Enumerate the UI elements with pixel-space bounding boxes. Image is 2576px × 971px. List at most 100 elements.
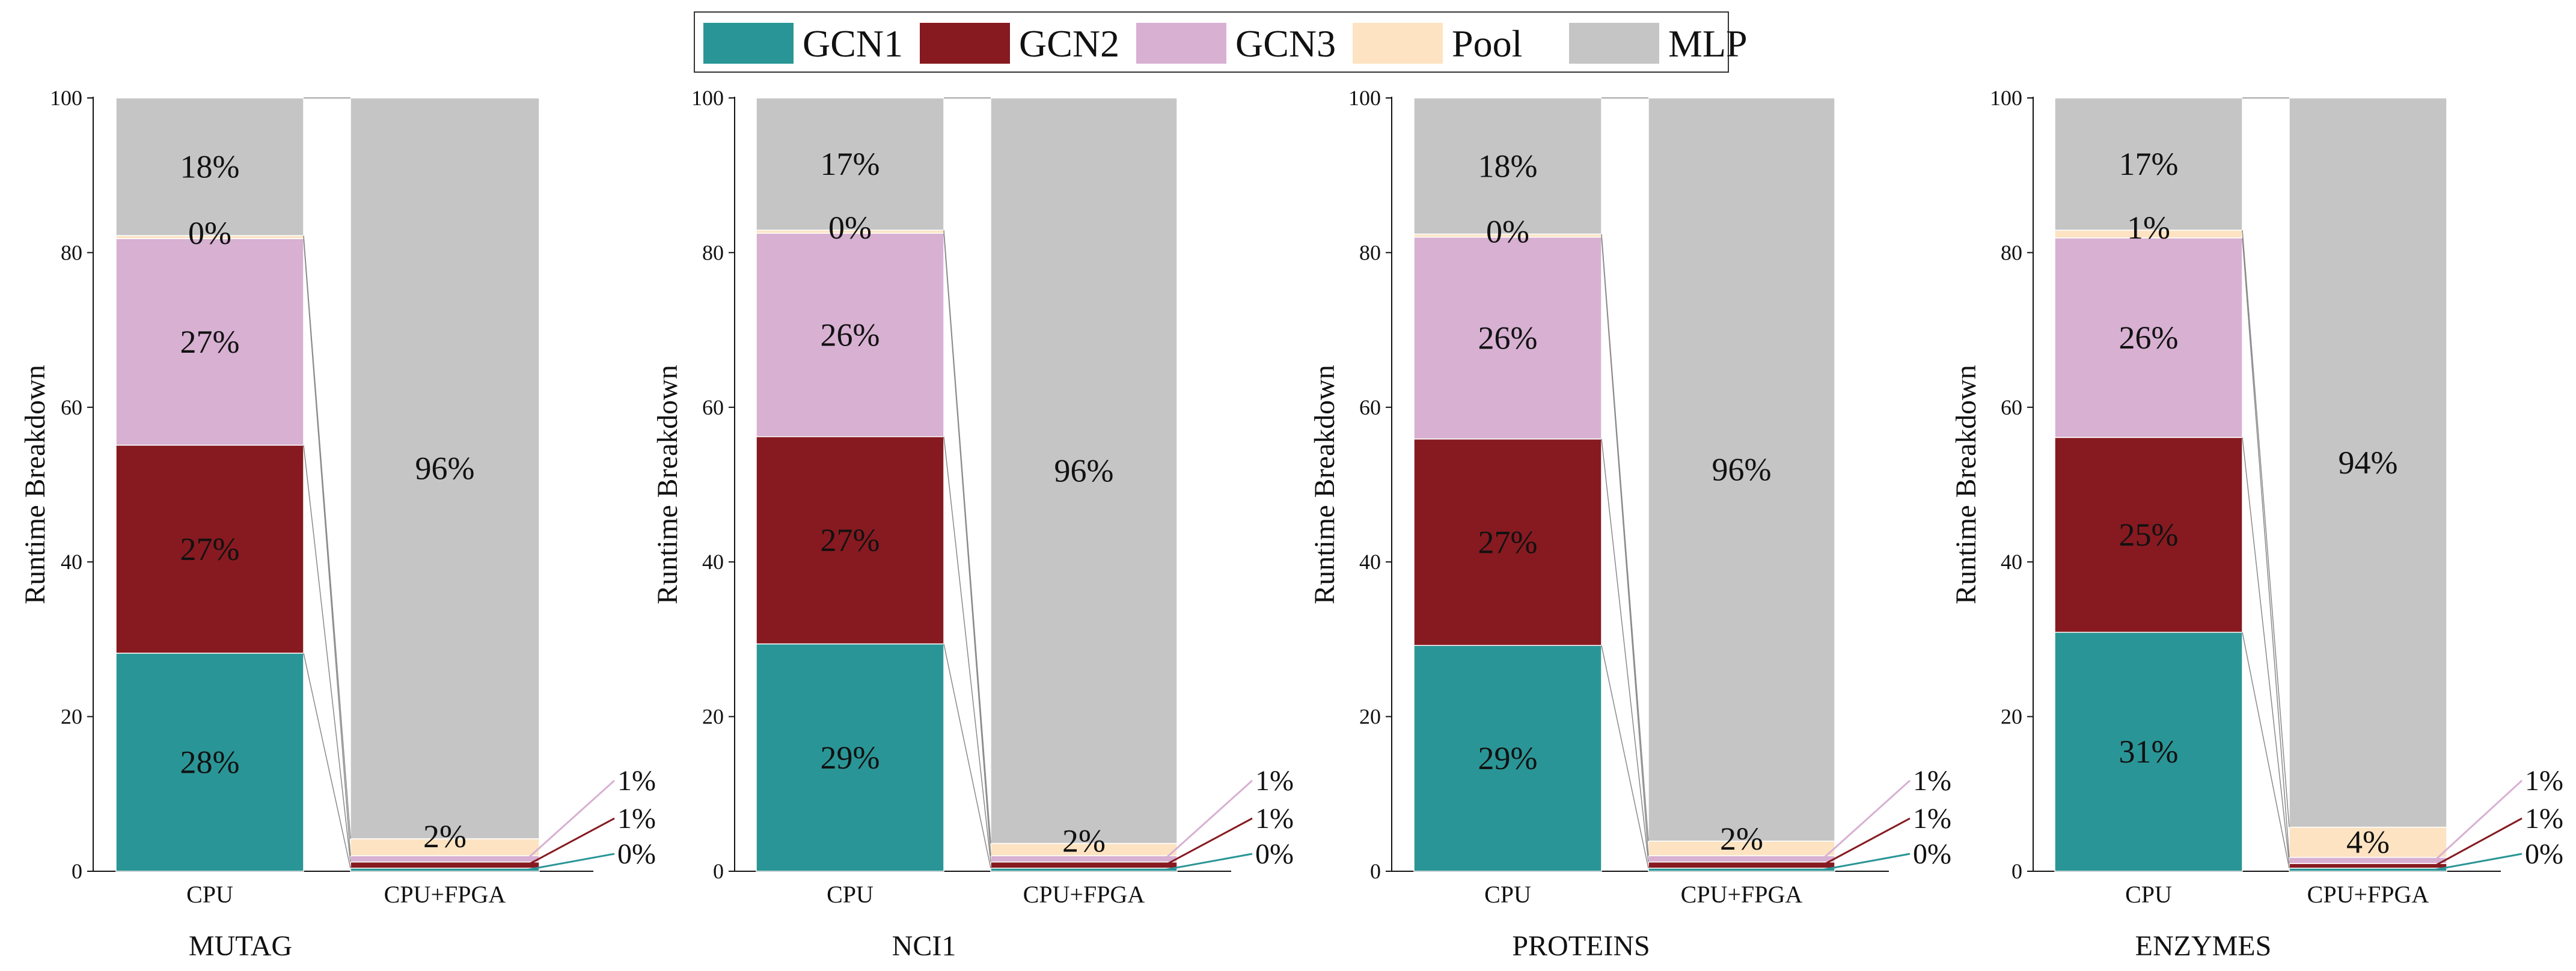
x-category-label-cpu-fpga: CPU+FPGA [1023,881,1145,908]
bar-segment-gcn2-cpu-fpga [990,861,1178,869]
y-tick-label: 40 [2001,550,2022,574]
connector-line-pool [1601,234,1649,841]
y-tick-label: 0 [2012,859,2022,883]
bar-segment-gcn3-cpu [2054,237,2243,438]
callout-line-gcn1 [527,853,615,871]
segment-label-mlp-cpu: 17% [821,146,880,182]
legend-label-mlp: MLP [1668,22,1748,65]
callout-label-gcn2: 1% [617,803,656,835]
segment-label-gcn2-cpu: 25% [2119,517,2179,553]
bar-segment-gcn3-cpu-fpga [350,855,540,863]
connector-line-pool [303,236,351,839]
segment-label-pool-cpu-fpga: 4% [2346,824,2390,860]
segment-label-mlp-cpu: 17% [2119,146,2179,182]
segment-label-gcn2-cpu: 27% [1478,524,1538,560]
segment-label-gcn1-cpu: 29% [1478,740,1538,776]
bar-segment-gcn1-cpu [756,643,944,872]
callout-line-gcn1 [1164,853,1253,871]
x-category-label-cpu-fpga: CPU+FPGA [384,881,506,908]
segment-label-pool-cpu-fpga: 2% [1720,821,1763,857]
callout-label-gcn3: 1% [2525,765,2563,797]
segment-label-gcn3-cpu: 26% [1478,320,1538,356]
callout-line-gcn3 [526,779,616,860]
legend-swatch-mlp [1569,23,1659,64]
x-category-label-cpu: CPU [1484,881,1531,908]
legend-swatch-gcn2 [920,23,1010,64]
y-tick-label: 40 [1359,550,1381,574]
segment-label-gcn3-cpu: 27% [180,324,240,360]
bar-segment-gcn1-cpu-fpga [2289,868,2447,872]
callout-label-gcn3: 1% [1255,765,1294,797]
segment-label-gcn2-cpu: 27% [821,522,880,558]
callout-label-gcn3: 1% [617,765,656,797]
legend-item-mlp: MLP [1569,22,1748,65]
segment-label-pool-cpu: 1% [2127,210,2170,246]
segment-label-gcn1-cpu: 31% [2119,734,2179,770]
legend-label-gcn1: GCN1 [803,22,903,65]
segment-label-pool-cpu: 0% [188,215,231,251]
segment-label-gcn3-cpu: 26% [2119,320,2179,356]
chart-panel-nci1: 0 20 40 60 80 100 Runtime Breakdown CPU CPU+FPGA… [652,86,1294,962]
legend-item-gcn2: GCN2 [920,22,1119,65]
x-category-label-cpu: CPU [186,881,233,908]
y-tick-label: 40 [61,550,82,574]
connector-line-pool [943,230,991,844]
bar-segment-mlp-cpu [2054,97,2243,231]
y-tick-label: 60 [702,395,724,419]
callout-line-gcn3 [1822,779,1911,860]
x-category-label-cpu: CPU [2125,881,2172,908]
segment-label-gcn2-cpu: 27% [180,531,240,567]
bar-segment-gcn3-cpu [1413,236,1602,440]
y-tick-label: 20 [1359,705,1381,729]
bar-segment-gcn2-cpu [2054,437,2243,633]
segment-label-mlp-cpu-fpga: 96% [1054,452,1114,489]
connector-line-gcn2 [1601,439,1649,862]
y-tick-label: 20 [2001,705,2022,729]
connector-line-gcn1 [303,653,351,869]
y-tick-label: 80 [61,240,82,264]
charts: 0 20 40 60 80 100 Runtime Breakdown CPU CPU+FPGA… [19,86,2563,962]
y-axis-label: Runtime Breakdown [1950,365,1982,604]
bar-segment-gcn1-cpu-fpga [990,868,1178,872]
segment-label-gcn3-cpu: 26% [821,317,880,353]
connector-line-gcn1 [1601,645,1649,869]
callout-line-gcn1 [2434,853,2522,871]
chart-panel-proteins: 0 20 40 60 80 100 Runtime Breakdown CPU CPU+FPGA… [1309,86,1951,962]
bar-segment-gcn2-cpu-fpga [350,861,540,869]
y-tick-label: 0 [72,859,82,883]
y-tick-label: 60 [61,395,82,419]
connector-line-gcn1 [943,644,991,869]
segment-label-pool-cpu: 0% [1486,214,1529,250]
callout-line-gcn3 [2434,779,2523,862]
y-tick-label: 40 [702,550,724,574]
legend-swatch-gcn3 [1136,23,1226,64]
y-axis-label: Runtime Breakdown [1309,365,1341,604]
y-tick-label: 100 [691,86,724,110]
callout-line-gcn2 [527,817,615,866]
y-tick-label: 60 [1359,395,1381,419]
y-tick-label: 0 [1370,859,1381,883]
x-category-label-cpu-fpga: CPU+FPGA [2307,881,2429,908]
bar-segment-mlp-cpu [1413,97,1602,235]
bar-segment-gcn1-cpu [115,653,304,872]
chart-title: PROTEINS [1512,930,1650,962]
segment-label-mlp-cpu-fpga: 96% [415,450,475,486]
segment-label-pool-cpu-fpga: 2% [423,818,467,854]
connector-line-gcn2 [303,445,351,862]
legend-item-pool: Pool [1353,22,1522,65]
legend-label-gcn3: GCN3 [1235,22,1336,65]
connector-line-gcn3 [2242,237,2290,857]
callout-line-gcn2 [1164,817,1253,866]
bar-segment-mlp-cpu-fpga [1648,97,1835,842]
y-axis-label: Runtime Breakdown [19,365,51,604]
bar-segment-gcn2-cpu [756,436,944,645]
chart-title: NCI1 [892,930,956,962]
chart-panel-enzymes: 0 20 40 60 80 100 Runtime Breakdown CPU CPU+FPGA… [1950,86,2563,962]
bar-segment-mlp-cpu-fpga [2289,97,2447,828]
segment-label-gcn1-cpu: 28% [180,744,240,781]
bar-segment-mlp-cpu-fpga [350,97,540,839]
connector-line-gcn2 [2242,437,2290,864]
x-category-label-cpu-fpga: CPU+FPGA [1681,881,1803,908]
segment-label-mlp-cpu: 18% [1478,148,1538,184]
